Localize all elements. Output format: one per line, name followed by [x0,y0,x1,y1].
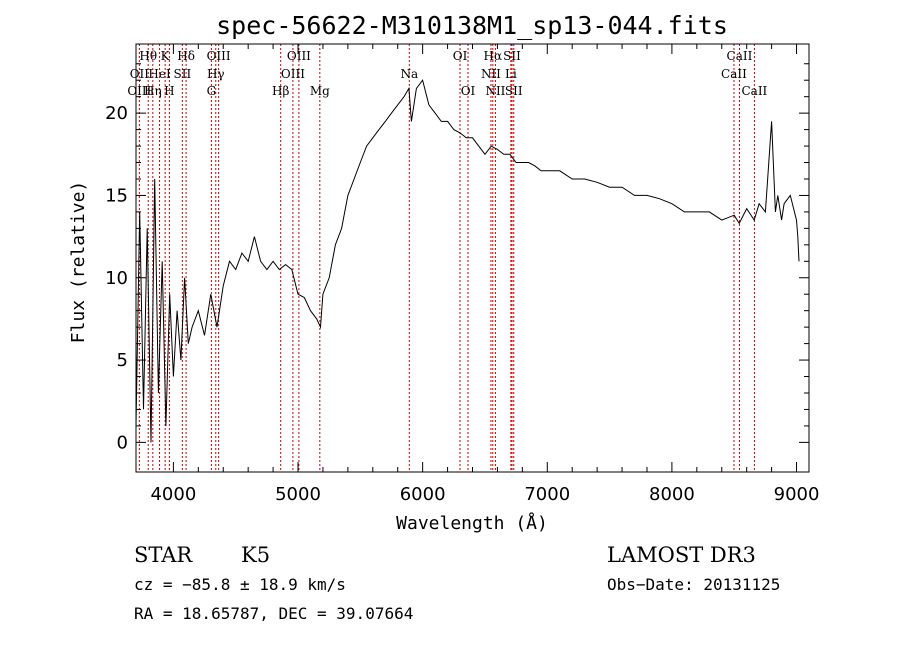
x-axis-ticks: 4000 5000 6000 7000 8000 9000 [150,44,819,505]
spectral-line-label: OII [130,67,150,81]
object-class: STAR [134,543,193,567]
spectral-line-label: G [207,84,217,98]
spectrum-line [135,79,800,443]
spectral-line-label: H [164,84,174,98]
spectral-line-label: HeI [148,67,171,81]
spectral-line-label: Hα [484,49,503,63]
x-tick-label: 4000 [150,484,196,505]
spectral-line-label: CaII [727,49,753,63]
spectral-line-label: OIII [127,84,151,98]
spectral-line-label: Na [400,67,418,81]
x-tick-label: 8000 [649,484,695,505]
x-tick-label: 7000 [524,484,570,505]
survey-name: LAMOST DR3 [607,543,756,567]
spectral-line-label: K [161,49,171,63]
y-tick-label: 20 [105,103,128,124]
spectral-line-label: Hη [144,84,162,98]
spectral-line-label: OIII [207,49,231,63]
chart-title: spec-56622-M310138M1_sp13-044.fits [216,11,728,40]
object-subclass: K5 [241,543,270,567]
observation-date: Obs−Date: 20131125 [607,575,780,594]
spectral-line-label: CaII [721,67,747,81]
y-tick-label: 5 [117,350,128,371]
spectral-line-label: OI [461,84,476,98]
spectral-line-label: SII [503,49,521,63]
y-tick-label: 10 [105,268,128,289]
spectral-line-label: Hγ [207,67,225,81]
spectral-line-label: Li [505,67,517,81]
spectral-line-label: OIII [287,49,311,63]
spectral-line-label: SII [505,84,523,98]
plot-frame [135,43,810,473]
spectral-line-label: OIII [281,67,305,81]
spectral-line-label: Mg [310,84,330,98]
spectrum-series [135,79,800,443]
spectral-line-label: NII [485,84,505,98]
x-tick-label: 9000 [774,484,820,505]
x-tick-label: 6000 [400,484,446,505]
spectral-line-label: SII [174,67,192,81]
spectral-line-label: OI [453,49,468,63]
x-tick-label: 5000 [275,484,321,505]
y-tick-label: 15 [105,185,128,206]
y-axis-label: Flux (relative) [68,181,89,344]
spectral-line-label: NII [481,67,501,81]
y-axis-ticks: 0 5 10 15 20 [105,63,809,453]
spectral-line-label: Hβ [272,84,289,98]
coordinates-readout: RA = 18.65787, DEC = 39.07664 [134,604,413,623]
redshift-readout: cz = −85.8 ± 18.9 km/s [134,575,346,594]
spectral-line-label: Hθ [139,49,157,63]
spectral-line-label: Hδ [177,49,195,63]
x-axis-label: Wavelength (Å) [396,512,548,534]
y-tick-label: 0 [117,432,128,453]
spectral-line-markers [138,44,755,472]
spectral-line-label: CaII [741,84,767,98]
